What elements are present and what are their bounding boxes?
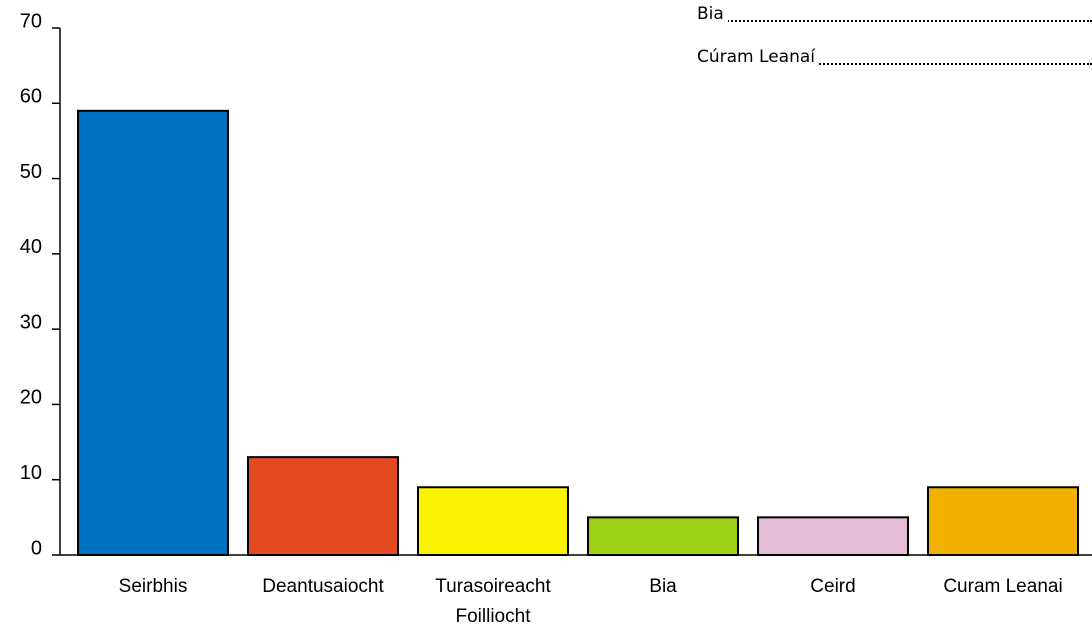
legend-entry: Bia bbox=[697, 4, 728, 24]
x-tick-label: Bia bbox=[649, 576, 677, 597]
dot-leader bbox=[700, 63, 1092, 65]
x-tick-label: Turasoireacht Foilliocht bbox=[435, 576, 551, 627]
bar bbox=[927, 486, 1079, 556]
dot-leader bbox=[700, 20, 1092, 22]
bar bbox=[247, 456, 399, 556]
bar bbox=[757, 516, 909, 556]
bar bbox=[77, 109, 229, 556]
y-tick-label: 50 bbox=[20, 161, 42, 183]
y-tick-label: 0 bbox=[31, 537, 42, 559]
bar bbox=[587, 516, 739, 556]
x-tick-label: Curam Leanai bbox=[943, 576, 1063, 597]
y-tick-label: 10 bbox=[20, 462, 42, 484]
y-tick-label: 20 bbox=[20, 387, 42, 409]
y-tick-label: 60 bbox=[20, 86, 42, 108]
y-tick-label: 30 bbox=[20, 311, 42, 333]
x-tick-label: Seirbhis bbox=[118, 576, 188, 597]
legend-entry: Cúram Leanaí bbox=[697, 47, 819, 67]
y-tick-label: 70 bbox=[20, 10, 42, 32]
x-tick-label: Ceird bbox=[810, 576, 856, 597]
bar bbox=[417, 486, 569, 556]
x-tick-label: Deantusaiocht bbox=[262, 576, 384, 597]
y-tick-label: 40 bbox=[20, 236, 42, 258]
